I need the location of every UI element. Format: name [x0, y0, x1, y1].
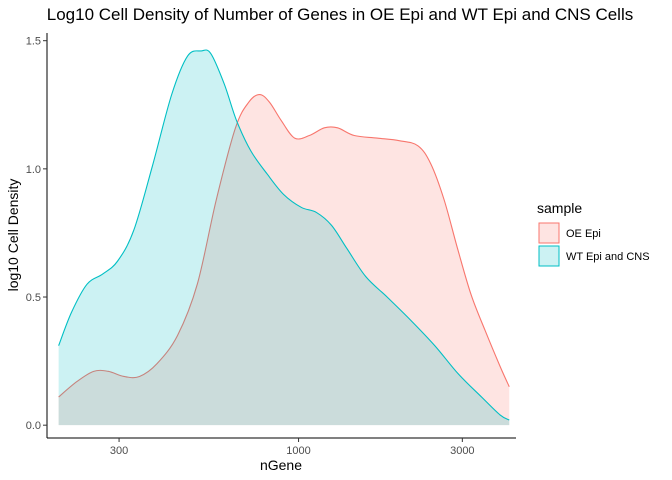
y-tick-label: 0.5: [26, 292, 41, 304]
y-tick-label: 1.5: [26, 36, 41, 48]
legend-key-wt-epi-and-cns: [538, 245, 560, 267]
legend-label-oe-epi: OE Epi: [566, 228, 601, 240]
density-area-oe-epi: [58, 94, 510, 426]
legend-title: sample: [537, 200, 582, 216]
y-axis-ticks: 0.0 0.5 1.0 1.5: [26, 36, 47, 432]
x-axis-ticks: 300 1000 3000: [110, 438, 475, 457]
density-line-wt-epi-and-cns: [58, 49, 510, 421]
legend-key-bg: [538, 222, 560, 244]
legend: sample OE Epi WT Epi and CNS: [537, 200, 650, 267]
density-area-wt-epi-and-cns: [58, 49, 510, 426]
legend-label-wt-epi-and-cns: WT Epi and CNS: [566, 251, 650, 263]
plot-area: [58, 49, 510, 426]
x-tick-label: 3000: [450, 445, 474, 457]
chart-title: Log10 Cell Density of Number of Genes in…: [47, 5, 633, 24]
x-tick-label: 1000: [286, 445, 310, 457]
legend-key-bg: [538, 245, 560, 267]
x-axis-label: nGene: [260, 457, 302, 473]
x-tick-label: 300: [110, 445, 128, 457]
y-axis-label: log10 Cell Density: [5, 179, 21, 292]
density-line-oe-epi: [58, 93, 510, 398]
legend-key-oe-epi: [538, 222, 560, 244]
y-tick-label: 1.0: [26, 164, 41, 176]
y-tick-label: 0.0: [26, 420, 41, 432]
